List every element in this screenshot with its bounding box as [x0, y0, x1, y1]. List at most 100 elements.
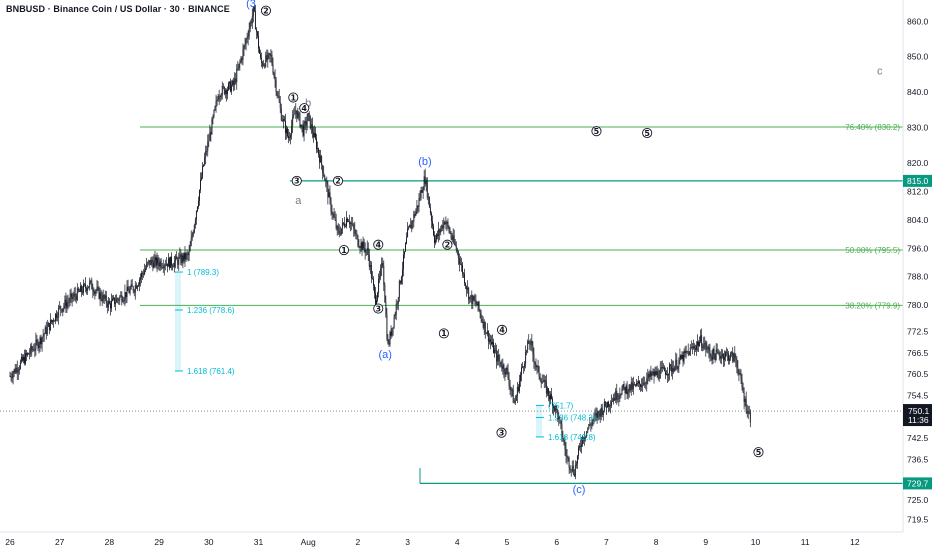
candle-body	[619, 395, 621, 396]
candle-body	[432, 221, 433, 227]
candle-body	[121, 295, 123, 302]
time-tick-label: 26	[5, 537, 15, 547]
candle-body	[342, 222, 344, 224]
candle-body	[260, 53, 262, 58]
candle-body	[53, 320, 54, 322]
candle-body	[41, 337, 43, 345]
candle-body	[243, 45, 245, 50]
candle-body	[281, 120, 283, 122]
price-tick-label: 820.0	[907, 158, 929, 168]
candle-body	[430, 213, 432, 222]
price-axis-bg	[903, 0, 932, 550]
candle-body	[39, 337, 41, 345]
candle-body	[350, 222, 352, 225]
candle-body	[560, 420, 562, 425]
candle-body	[141, 273, 142, 278]
candle-body	[465, 283, 467, 287]
candle-body	[399, 280, 401, 284]
candle-body	[302, 125, 304, 136]
candle-body	[483, 321, 485, 328]
candle-body	[523, 366, 525, 368]
candle-body	[251, 15, 253, 24]
candle-body	[196, 206, 198, 212]
candle-body	[9, 375, 11, 377]
candle-body	[248, 28, 250, 37]
candle-body	[739, 373, 741, 374]
candle-body	[223, 87, 225, 94]
time-axis[interactable]: 26 27 28 29 30 31 Aug 2 3 4 5 6 7 8 9 10 11 12	[0, 531, 903, 547]
candle-body	[67, 302, 69, 303]
candle-body	[262, 62, 264, 66]
price-axis[interactable]: 719.5 725.0 736.5 742.5 754.5 760.5 766.5 772.5…	[902, 0, 932, 550]
candle-body	[632, 383, 634, 390]
candle-body	[417, 205, 419, 207]
candle-body	[28, 353, 30, 355]
candle-body	[405, 243, 406, 252]
extension-label: 1.236 (778.6)	[187, 306, 235, 315]
candle-body	[290, 135, 292, 138]
candle-body	[559, 416, 561, 421]
candle-body	[34, 348, 36, 351]
candle-body	[17, 370, 19, 373]
extension-label: 1.236 (748.3)	[548, 413, 596, 422]
candle-body	[582, 437, 584, 445]
candle-body	[241, 58, 243, 60]
candle-body	[113, 297, 114, 299]
candle-body	[387, 338, 389, 344]
candle-body	[445, 223, 447, 225]
candle-body	[15, 367, 17, 373]
candle-body	[422, 189, 424, 193]
candle-body	[348, 221, 350, 223]
candle-body	[575, 463, 577, 466]
candle-body	[267, 53, 269, 60]
candle-body	[247, 36, 249, 39]
candle-body	[663, 367, 665, 372]
candle-body	[731, 352, 733, 354]
level-tag	[903, 174, 932, 187]
candle-body	[369, 264, 371, 267]
candle-body	[657, 371, 659, 378]
candle-body	[321, 156, 323, 166]
price-tick-label: 796.0	[907, 243, 929, 253]
candle-body	[70, 293, 72, 297]
candle-body	[616, 390, 618, 400]
circled-wave-marker	[260, 5, 272, 16]
candle-body	[258, 35, 259, 49]
candle-body	[613, 398, 615, 401]
candle-body	[524, 363, 526, 368]
candle-body	[639, 381, 640, 385]
candle-body	[332, 213, 334, 215]
candle-body	[85, 284, 87, 288]
candle-body	[437, 234, 439, 237]
candle-body	[631, 382, 633, 390]
candle-body	[697, 341, 698, 346]
candle-body	[202, 166, 204, 178]
candle-body	[234, 78, 236, 86]
candle-body	[354, 229, 356, 234]
circled-wave-number: 5	[644, 129, 650, 138]
candle-body	[746, 411, 748, 414]
candle-body	[517, 386, 519, 391]
candle-body	[477, 301, 479, 306]
candle-body	[23, 356, 24, 361]
candle-body	[261, 57, 263, 63]
candle-body	[93, 291, 95, 294]
candle-body	[661, 367, 663, 369]
candle-body	[253, 6, 255, 12]
candle-body	[231, 85, 233, 92]
candle-body	[696, 345, 697, 350]
candle-body	[622, 384, 624, 389]
candle-body	[233, 80, 235, 86]
candle-body	[199, 189, 200, 202]
candle-body	[210, 132, 212, 135]
candle-body	[367, 248, 369, 255]
candle-body	[500, 361, 502, 367]
candle-body	[655, 371, 657, 375]
candle-body	[598, 411, 600, 413]
candle-body	[309, 115, 311, 129]
candle-body	[601, 407, 603, 415]
candle-body	[701, 335, 703, 348]
candle-body	[608, 401, 609, 407]
candle-body	[541, 381, 543, 384]
